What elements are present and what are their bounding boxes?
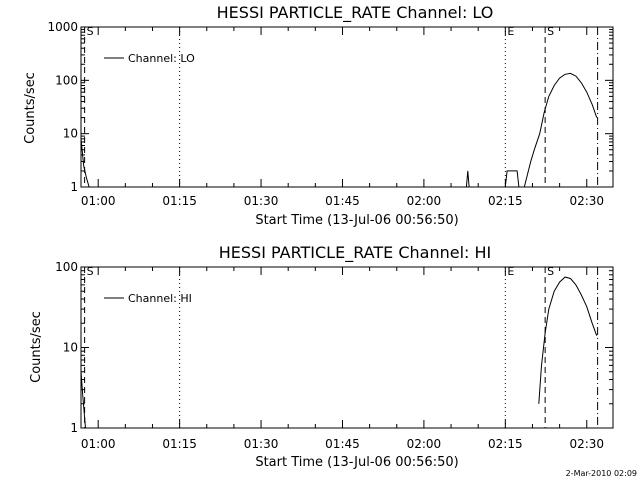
x-tick-label: 02:30 [569, 437, 604, 451]
x-tick-label: 02:00 [407, 437, 442, 451]
panel-lo-legend-label: Channel: LO [128, 52, 195, 65]
panel-hi-ylabel: Counts/sec [29, 311, 44, 383]
event-marker-label: S [87, 25, 94, 38]
x-tick-label: 02:15 [488, 437, 523, 451]
y-tick-label: 100 [55, 73, 78, 87]
x-tick-label: 01:00 [81, 194, 116, 208]
y-tick-label: 1000 [47, 20, 78, 34]
x-tick-label: 01:45 [325, 437, 360, 451]
x-tick-label: 02:15 [488, 194, 523, 208]
y-tick-label: 10 [63, 127, 78, 141]
y-tick-label: 10 [63, 341, 78, 355]
series-line [465, 170, 470, 188]
panel-lo-marks: 1 10 100 1000 01:00 01:15 01:30 01:45 02:00 02:15… [47, 20, 613, 208]
panel-lo: HESSI PARTICLE_RATE Channel: LO Start Ti… [23, 3, 614, 228]
panel-hi: HESSI PARTICLE_RATE Channel: HI Start Ti… [29, 243, 614, 470]
y-tick-label: 1 [70, 180, 78, 194]
series-line [80, 138, 90, 188]
date-stamp: 2-Mar-2010 02:09 [566, 469, 637, 478]
y-tick-label: 100 [55, 260, 78, 274]
x-tick-label: 01:15 [162, 194, 197, 208]
x-tick-label: 01:15 [162, 437, 197, 451]
panel-lo-title: HESSI PARTICLE_RATE Channel: LO [217, 3, 494, 23]
series-line [504, 72, 598, 188]
panel-lo-ylabel: Counts/sec [23, 72, 38, 144]
panel-hi-xlabel: Start Time (13-Jul-06 00:56:50) [255, 455, 458, 470]
panel-hi-legend-label: Channel: HI [128, 292, 192, 305]
panel-lo-xlabel: Start Time (13-Jul-06 00:56:50) [255, 213, 458, 228]
event-marker-label: S [547, 25, 554, 38]
event-marker-label: E [507, 25, 514, 38]
panel-hi-marks: 1 10 100 01:00 01:15 01:30 01:45 02:00 02:15 02:3… [55, 260, 613, 451]
x-tick-label: 01:00 [81, 437, 116, 451]
x-tick-label: 01:45 [325, 194, 360, 208]
event-marker-label: S [87, 265, 94, 278]
panel-lo-frame [80, 26, 614, 188]
series-line [80, 371, 86, 429]
panel-hi-title: HESSI PARTICLE_RATE Channel: HI [219, 243, 492, 263]
event-marker-label: E [507, 265, 514, 278]
x-tick-label: 01:30 [244, 437, 279, 451]
series-line [538, 276, 598, 404]
event-marker-label: S [547, 265, 554, 278]
x-tick-label: 01:30 [244, 194, 279, 208]
panel-hi-frame [80, 266, 614, 429]
y-tick-label: 1 [70, 421, 78, 435]
x-tick-label: 02:00 [407, 194, 442, 208]
x-tick-label: 02:30 [569, 194, 604, 208]
